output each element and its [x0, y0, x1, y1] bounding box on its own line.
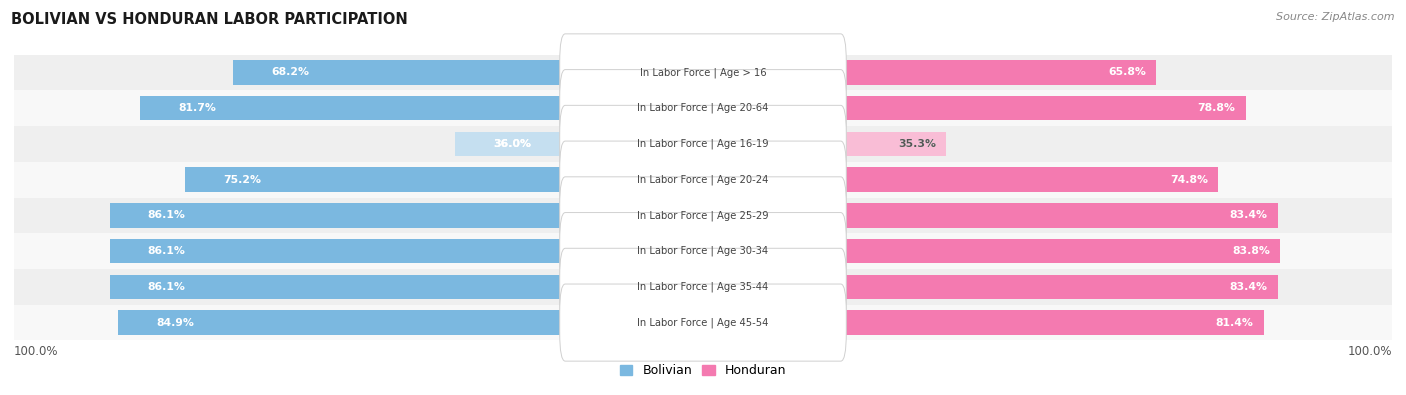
- Legend: Bolivian, Honduran: Bolivian, Honduran: [620, 364, 786, 377]
- Text: In Labor Force | Age 25-29: In Labor Force | Age 25-29: [637, 210, 769, 221]
- Text: 83.4%: 83.4%: [1229, 282, 1267, 292]
- Bar: [703, 96, 1246, 120]
- FancyBboxPatch shape: [560, 34, 846, 111]
- Text: 78.8%: 78.8%: [1198, 103, 1236, 113]
- Text: 81.7%: 81.7%: [179, 103, 217, 113]
- Text: 86.1%: 86.1%: [148, 246, 186, 256]
- Bar: [14, 55, 1392, 90]
- Text: 86.1%: 86.1%: [148, 282, 186, 292]
- Bar: [186, 167, 703, 192]
- Text: 100.0%: 100.0%: [14, 345, 59, 358]
- FancyBboxPatch shape: [560, 248, 846, 325]
- Bar: [141, 96, 703, 120]
- Text: 35.3%: 35.3%: [898, 139, 936, 149]
- Bar: [703, 167, 1219, 192]
- Text: In Labor Force | Age 35-44: In Labor Force | Age 35-44: [637, 282, 769, 292]
- Text: In Labor Force | Age 30-34: In Labor Force | Age 30-34: [637, 246, 769, 256]
- Bar: [14, 198, 1392, 233]
- Text: In Labor Force | Age 20-64: In Labor Force | Age 20-64: [637, 103, 769, 113]
- Bar: [703, 60, 1156, 85]
- Text: In Labor Force | Age 45-54: In Labor Force | Age 45-54: [637, 317, 769, 328]
- Bar: [110, 275, 703, 299]
- Bar: [110, 239, 703, 263]
- FancyBboxPatch shape: [560, 141, 846, 218]
- Bar: [456, 132, 703, 156]
- FancyBboxPatch shape: [560, 70, 846, 147]
- Text: In Labor Force | Age > 16: In Labor Force | Age > 16: [640, 67, 766, 78]
- FancyBboxPatch shape: [560, 177, 846, 254]
- Bar: [14, 126, 1392, 162]
- Bar: [703, 132, 946, 156]
- Bar: [14, 305, 1392, 340]
- Text: In Labor Force | Age 20-24: In Labor Force | Age 20-24: [637, 174, 769, 185]
- Text: 83.8%: 83.8%: [1232, 246, 1270, 256]
- Text: In Labor Force | Age 16-19: In Labor Force | Age 16-19: [637, 139, 769, 149]
- Text: BOLIVIAN VS HONDURAN LABOR PARTICIPATION: BOLIVIAN VS HONDURAN LABOR PARTICIPATION: [11, 12, 408, 27]
- Bar: [703, 203, 1278, 228]
- FancyBboxPatch shape: [560, 105, 846, 182]
- Text: 100.0%: 100.0%: [1347, 345, 1392, 358]
- Text: 65.8%: 65.8%: [1108, 68, 1146, 77]
- Bar: [703, 310, 1264, 335]
- Text: 68.2%: 68.2%: [271, 68, 309, 77]
- Text: 81.4%: 81.4%: [1216, 318, 1254, 327]
- FancyBboxPatch shape: [560, 284, 846, 361]
- Text: Source: ZipAtlas.com: Source: ZipAtlas.com: [1277, 12, 1395, 22]
- Bar: [110, 203, 703, 228]
- Text: 83.4%: 83.4%: [1229, 211, 1267, 220]
- Text: 36.0%: 36.0%: [494, 139, 531, 149]
- Bar: [703, 275, 1278, 299]
- Text: 84.9%: 84.9%: [156, 318, 194, 327]
- Bar: [14, 162, 1392, 198]
- Bar: [703, 239, 1281, 263]
- Bar: [14, 233, 1392, 269]
- Text: 35.3%: 35.3%: [898, 139, 936, 149]
- Bar: [233, 60, 703, 85]
- FancyBboxPatch shape: [560, 213, 846, 290]
- Text: 74.8%: 74.8%: [1170, 175, 1208, 184]
- Text: 36.0%: 36.0%: [494, 139, 531, 149]
- Bar: [14, 269, 1392, 305]
- Text: 86.1%: 86.1%: [148, 211, 186, 220]
- Text: 75.2%: 75.2%: [222, 175, 260, 184]
- Bar: [118, 310, 703, 335]
- Bar: [14, 90, 1392, 126]
